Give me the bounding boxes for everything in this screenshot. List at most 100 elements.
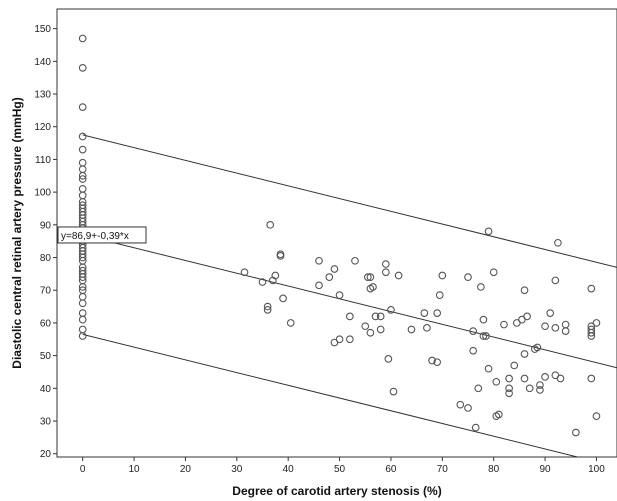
- data-point: [78, 283, 87, 291]
- data-point: [407, 325, 416, 334]
- data-point: [479, 332, 488, 340]
- data-point: [533, 343, 542, 352]
- data-point: [484, 227, 493, 236]
- data-point: [325, 273, 334, 281]
- data-point: [78, 299, 87, 308]
- data-point: [474, 384, 483, 393]
- data-point: [556, 374, 565, 383]
- equation-box: [57, 226, 147, 244]
- data-point: [369, 283, 377, 291]
- x-tick-label: 0: [80, 464, 86, 475]
- data-point: [394, 271, 403, 280]
- y-tick-label: 90: [40, 220, 52, 231]
- data-point: [484, 364, 493, 373]
- data-point: [330, 265, 339, 273]
- data-point: [520, 286, 529, 295]
- data-point: [469, 346, 477, 355]
- data-point: [494, 410, 503, 419]
- data-point: [505, 389, 513, 398]
- data-point: [551, 276, 560, 285]
- x-tick-label: 30: [231, 464, 243, 475]
- data-point: [510, 361, 519, 370]
- data-point: [479, 315, 488, 324]
- data-point: [469, 327, 477, 335]
- y-tick-label: 120: [34, 122, 51, 133]
- y-tick-label: 30: [40, 417, 52, 428]
- x-tick-label: 20: [180, 464, 192, 475]
- data-point: [523, 312, 531, 321]
- data-points: [78, 34, 601, 437]
- data-point: [78, 145, 87, 154]
- data-point: [536, 386, 544, 394]
- data-point: [78, 64, 87, 72]
- data-point: [315, 281, 323, 290]
- y-tick-label: 20: [40, 449, 52, 460]
- data-point: [592, 319, 601, 327]
- data-point: [376, 325, 385, 334]
- data-point: [482, 332, 490, 340]
- data-point: [546, 309, 555, 317]
- data-point: [345, 312, 354, 321]
- fit-line: [82, 333, 580, 457]
- x-axis: 0 10 20 30 40 50 60 70 80 90 100: [80, 457, 605, 475]
- y-tick-label: 150: [34, 24, 51, 35]
- data-point: [366, 328, 375, 337]
- x-tick-label: 60: [385, 464, 397, 475]
- data-point: [335, 291, 344, 299]
- y-tick-label: 60: [40, 318, 52, 329]
- data-point: [240, 268, 249, 277]
- data-point: [384, 355, 393, 363]
- y-tick-label: 130: [34, 90, 51, 101]
- data-point: [371, 312, 380, 321]
- data-point: [387, 305, 395, 314]
- data-point: [363, 273, 372, 281]
- data-point: [266, 220, 275, 229]
- plot-frame: [56, 8, 617, 458]
- data-point: [520, 350, 529, 358]
- y-tick-label: 70: [40, 286, 52, 297]
- data-point: [263, 305, 272, 314]
- data-point: [489, 268, 498, 277]
- data-point: [520, 374, 529, 383]
- data-point: [492, 377, 501, 386]
- data-point: [438, 271, 447, 280]
- x-tick-label: 80: [488, 464, 500, 475]
- data-point: [541, 373, 549, 381]
- data-point: [286, 319, 295, 327]
- data-point: [271, 271, 280, 280]
- data-point: [428, 356, 436, 365]
- data-point: [276, 252, 285, 260]
- data-point: [587, 374, 596, 383]
- data-point: [505, 384, 513, 393]
- data-point: [78, 103, 87, 111]
- data-point: [433, 309, 442, 317]
- y-axis-title: Diastolic central retinal artery pressur…: [10, 97, 24, 368]
- data-point: [464, 404, 472, 412]
- y-tick-label: 50: [40, 351, 52, 362]
- data-point: [381, 268, 390, 277]
- data-point: [456, 400, 465, 409]
- x-tick-label: 40: [283, 464, 295, 475]
- data-point: [78, 132, 87, 141]
- data-point: [477, 283, 485, 291]
- data-point: [279, 294, 287, 303]
- data-point: [572, 428, 580, 437]
- data-point: [78, 315, 87, 324]
- data-point: [78, 273, 87, 281]
- data-point: [587, 332, 596, 340]
- y-tick-label: 80: [40, 253, 52, 264]
- data-point: [423, 323, 431, 332]
- data-point: [78, 175, 87, 183]
- data-point: [351, 256, 359, 265]
- fit-line: [82, 134, 617, 268]
- equation-label: y=86,9+-0,39*x: [61, 231, 129, 242]
- data-point: [315, 256, 323, 265]
- data-point: [433, 358, 442, 367]
- data-point: [78, 34, 87, 43]
- data-point: [389, 387, 398, 396]
- equation-annotation: y=86,9+-0,39*x: [57, 226, 147, 244]
- data-point: [366, 273, 375, 281]
- data-point: [78, 332, 87, 340]
- data-point: [554, 238, 562, 247]
